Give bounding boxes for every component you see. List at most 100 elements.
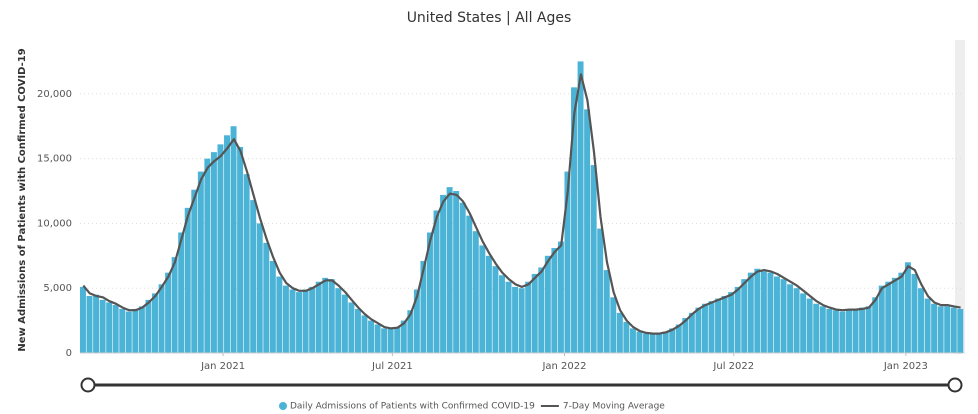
bar xyxy=(282,285,289,353)
bar xyxy=(433,210,440,353)
bar xyxy=(590,165,597,353)
bar xyxy=(302,289,309,353)
bar xyxy=(859,307,866,353)
bar xyxy=(217,144,224,353)
bar xyxy=(911,273,918,353)
bar xyxy=(557,241,564,353)
bar xyxy=(531,273,538,353)
bar xyxy=(165,272,172,353)
range-handle-start[interactable] xyxy=(80,377,96,393)
bar xyxy=(571,87,577,354)
bar xyxy=(944,306,951,353)
bar xyxy=(381,328,388,353)
bar xyxy=(204,158,211,353)
bar xyxy=(937,306,944,353)
bar xyxy=(459,202,466,353)
bar xyxy=(767,272,774,353)
bar xyxy=(93,294,100,353)
bar xyxy=(361,315,368,353)
bar xyxy=(891,277,898,353)
bar xyxy=(846,310,852,353)
bar xyxy=(138,306,145,353)
bar xyxy=(643,333,650,353)
bar xyxy=(662,331,669,353)
bar xyxy=(597,228,604,353)
y-tick-label: 20,000 xyxy=(37,89,72,100)
bar xyxy=(99,299,106,353)
bar xyxy=(269,260,276,353)
bar xyxy=(957,308,964,353)
bar xyxy=(675,324,682,353)
bar xyxy=(86,295,93,353)
bar xyxy=(584,109,591,353)
y-tick-label: 15,000 xyxy=(37,154,72,165)
bar xyxy=(328,279,335,353)
bar xyxy=(865,306,872,353)
bar xyxy=(538,267,545,353)
bar xyxy=(819,306,826,353)
bar xyxy=(505,281,512,353)
bar xyxy=(420,260,427,353)
bar xyxy=(610,297,617,353)
bar xyxy=(832,310,839,353)
bar xyxy=(171,257,178,353)
bar xyxy=(760,271,767,353)
chart-title: United States | All Ages xyxy=(407,10,572,26)
bar xyxy=(374,324,381,353)
bar xyxy=(289,289,296,353)
bar xyxy=(453,191,460,353)
bar xyxy=(178,232,185,353)
x-tick-label: Jul 2022 xyxy=(712,361,754,372)
y-tick-label: 5,000 xyxy=(43,283,72,294)
bar xyxy=(872,297,879,353)
bar xyxy=(387,329,394,353)
bar xyxy=(119,308,126,353)
bar xyxy=(446,187,453,353)
bar xyxy=(106,302,113,353)
bar xyxy=(479,245,486,353)
bar xyxy=(263,242,270,353)
scroll-shade xyxy=(955,40,965,354)
bar xyxy=(839,311,846,353)
bar xyxy=(354,308,361,353)
bar xyxy=(440,194,447,353)
bar xyxy=(413,289,420,353)
y-axis-label: New Admissions of Patients with Confirme… xyxy=(17,48,28,351)
bar xyxy=(787,284,794,353)
bar xyxy=(407,310,414,353)
bar xyxy=(656,333,663,353)
bar xyxy=(152,293,158,353)
bar xyxy=(427,232,433,353)
bar xyxy=(466,215,473,353)
range-handle-end[interactable] xyxy=(947,377,963,393)
bar xyxy=(728,292,735,353)
bar xyxy=(512,286,519,353)
bar xyxy=(551,248,558,353)
y-tick-label: 10,000 xyxy=(37,218,72,229)
bar xyxy=(682,318,689,353)
bar xyxy=(518,288,525,353)
bar xyxy=(826,308,833,353)
bar xyxy=(224,135,230,353)
bar xyxy=(132,308,139,353)
bar xyxy=(348,302,355,353)
bar xyxy=(734,286,741,353)
y-tick-label: 0 xyxy=(66,348,72,359)
legend-label: Daily Admissions of Patients with Confir… xyxy=(290,402,535,412)
bar xyxy=(918,288,924,353)
bar xyxy=(400,320,407,353)
bar xyxy=(525,281,532,353)
bar xyxy=(878,285,885,353)
bar xyxy=(276,276,283,353)
x-tick-label: Jan 2023 xyxy=(883,361,928,372)
bar xyxy=(341,294,348,353)
bar xyxy=(577,61,584,353)
bar xyxy=(80,286,86,353)
bar xyxy=(243,174,250,353)
legend-marker xyxy=(279,402,287,410)
bar xyxy=(112,305,119,353)
x-tick-label: Jan 2022 xyxy=(541,361,586,372)
bar xyxy=(237,146,244,353)
bar xyxy=(741,279,748,353)
